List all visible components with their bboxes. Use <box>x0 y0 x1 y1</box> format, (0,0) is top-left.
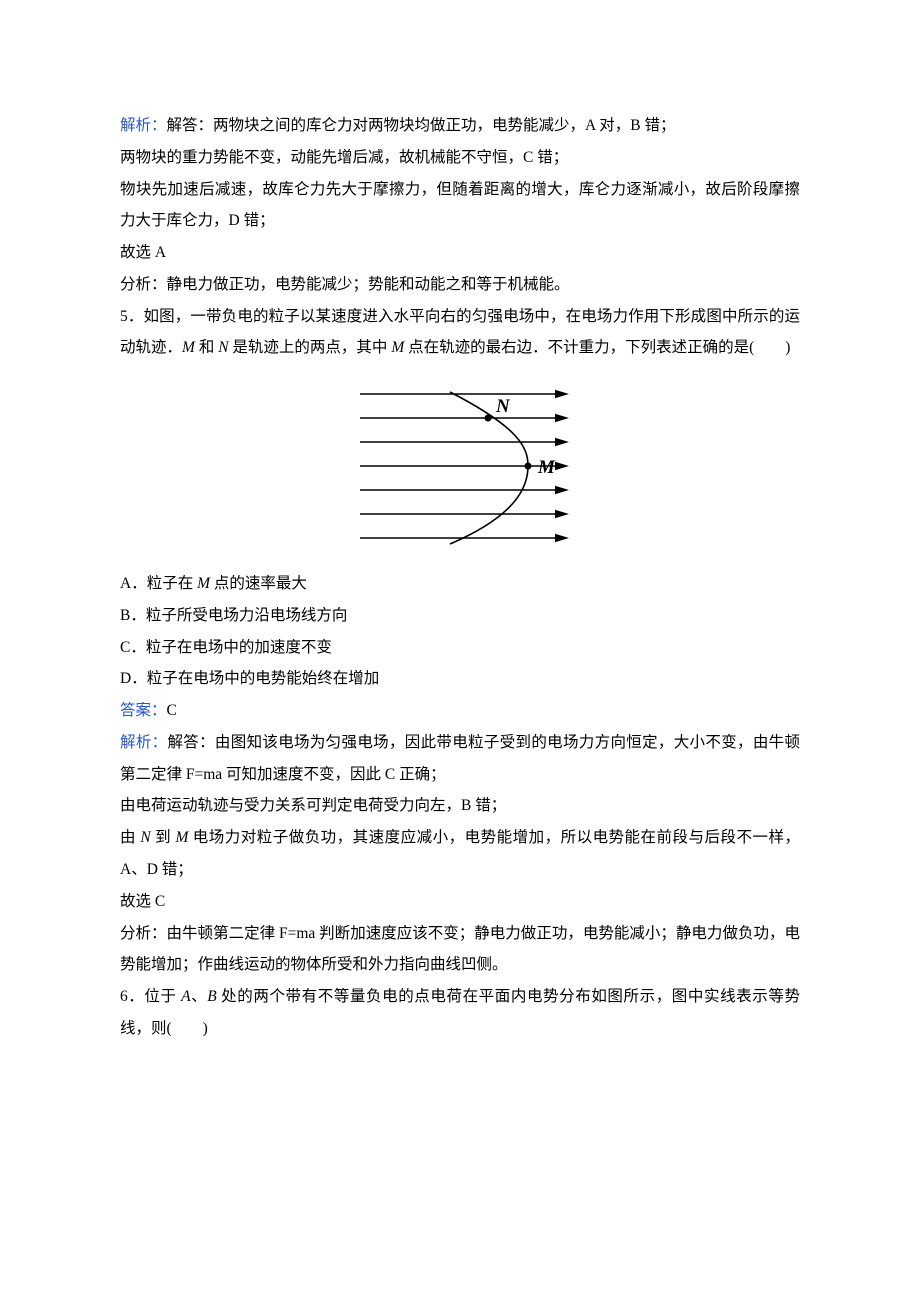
text: 电场力对粒子做负功，其速度应减小，电势能增加，所以电势能在前段与后段不一样，A、… <box>120 829 800 878</box>
text: 解答：由图知该电场为匀强电场，因此带电粒子受到的电场力方向恒定，大小不变，由牛顿… <box>120 734 800 783</box>
text: 到 <box>151 829 176 846</box>
svg-text:M: M <box>537 457 556 478</box>
option-d: D．粒子在电场中的电势能始终在增加 <box>120 663 800 695</box>
label-analysis: 解析： <box>120 734 167 751</box>
question-6-stem: 6．位于 A、B 处的两个带有不等量负电的点电荷在平面内电势分布如图所示，图中实… <box>120 981 800 1045</box>
answer-value: C <box>167 702 177 719</box>
svg-text:N: N <box>495 396 511 417</box>
option-b: B．粒子所受电场力沿电场线方向 <box>120 600 800 632</box>
document-page: 解析：解答：两物块之间的库仑力对两物块均做正功，电势能减少，A 对，B 错； 两… <box>0 0 920 1302</box>
text: 6．位于 <box>120 988 181 1005</box>
option-c: C．粒子在电场中的加速度不变 <box>120 632 800 664</box>
var-n: N <box>218 339 228 356</box>
analysis-prev-5: 分析：静电力做正功，电势能减少；势能和动能之和等于机械能。 <box>120 269 800 301</box>
analysis-prev-3: 物块先加速后减速，故库仑力先大于摩擦力，但随着距离的增大，库仑力逐渐减小，故后阶… <box>120 174 800 238</box>
var-m: M <box>175 829 188 846</box>
figure-wrap: NM <box>120 374 800 554</box>
explain-4: 故选 C <box>120 886 800 918</box>
explain-1: 解析：解答：由图知该电场为匀强电场，因此带电粒子受到的电场力方向恒定，大小不变，… <box>120 727 800 791</box>
var-m: M <box>391 339 404 356</box>
text: 、 <box>191 988 208 1005</box>
text: 点的速率最大 <box>210 575 307 592</box>
option-a: A．粒子在 M 点的速率最大 <box>120 568 800 600</box>
var-b: B <box>207 988 216 1005</box>
text: 解答：两物块之间的库仑力对两物块均做正功，电势能减少，A 对，B 错； <box>167 117 676 134</box>
analysis-prev-1: 解析：解答：两物块之间的库仑力对两物块均做正功，电势能减少，A 对，B 错； <box>120 110 800 142</box>
text: 是轨迹上的两点，其中 <box>229 339 392 356</box>
text: 由 <box>120 829 140 846</box>
explain-3: 由 N 到 M 电场力对粒子做负功，其速度应减小，电势能增加，所以电势能在前段与… <box>120 822 800 886</box>
text: A．粒子在 <box>120 575 197 592</box>
var-a: A <box>181 988 190 1005</box>
text: 处的两个带有不等量负电的点电荷在平面内电势分布如图所示，图中实线表示等势线，则(… <box>120 988 800 1037</box>
var-m: M <box>182 339 195 356</box>
label-analysis: 解析： <box>120 117 167 134</box>
question-5-figure: NM <box>330 374 590 554</box>
text: 和 <box>195 339 218 356</box>
text: 点在轨迹的最右边．不计重力，下列表述正确的是( ) <box>404 339 790 356</box>
var-m: M <box>197 575 210 592</box>
analysis-prev-2: 两物块的重力势能不变，动能先增后减，故机械能不守恒，C 错； <box>120 142 800 174</box>
explain-2: 由电荷运动轨迹与受力关系可判定电荷受力向左，B 错； <box>120 790 800 822</box>
var-n: N <box>140 829 150 846</box>
answer-line: 答案：C <box>120 695 800 727</box>
explain-5: 分析：由牛顿第二定律 F=ma 判断加速度应该不变；静电力做正功，电势能减小；静… <box>120 918 800 982</box>
label-answer: 答案： <box>120 702 167 719</box>
question-5-stem: 5．如图，一带负电的粒子以某速度进入水平向右的匀强电场中，在电场力作用下形成图中… <box>120 301 800 365</box>
analysis-prev-4: 故选 A <box>120 237 800 269</box>
